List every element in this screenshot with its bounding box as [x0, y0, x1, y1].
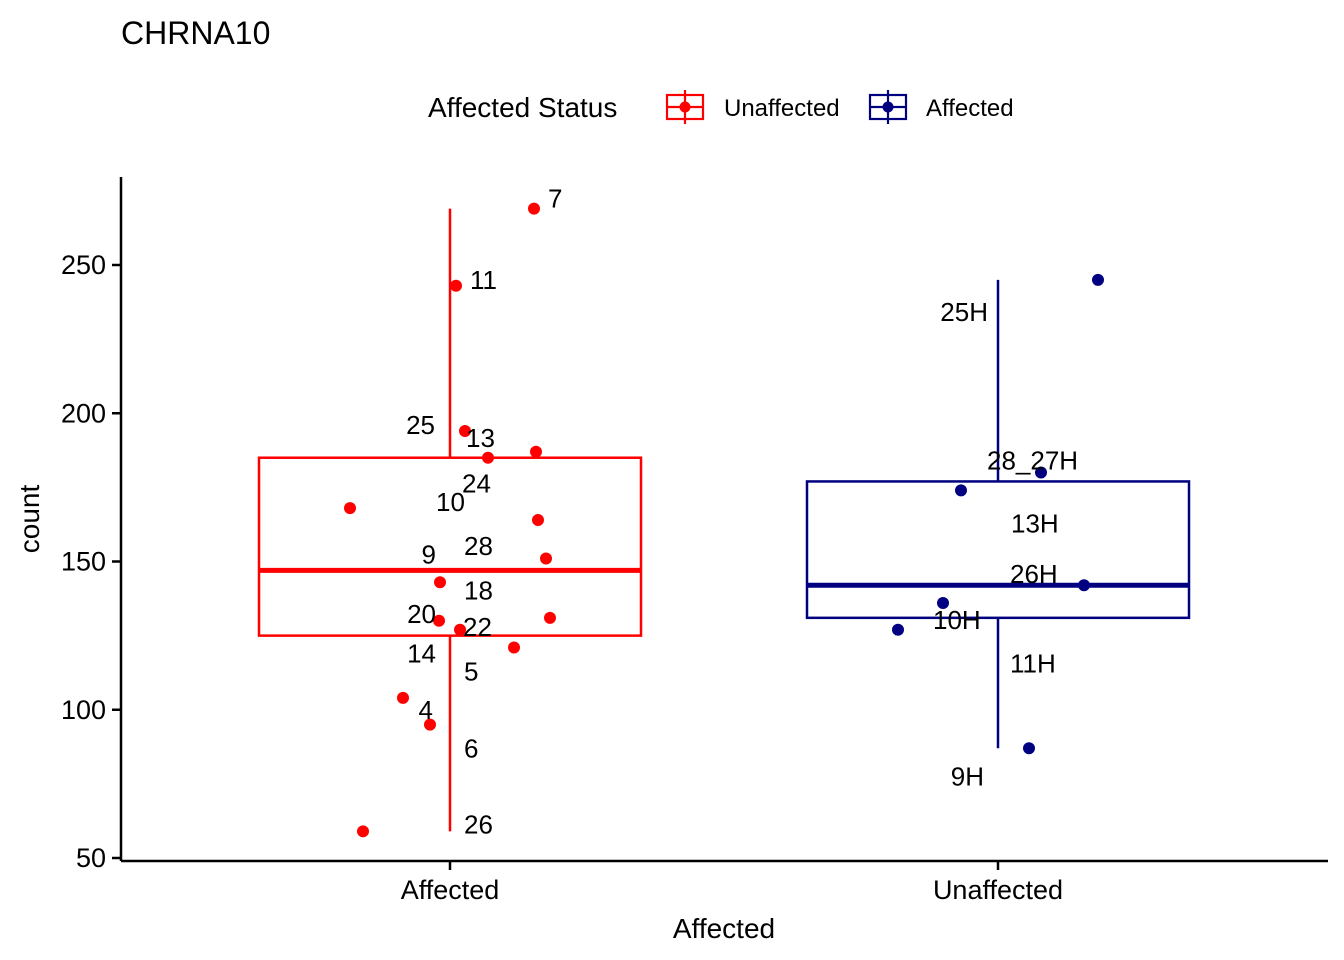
point-13H — [955, 484, 967, 497]
point-10H — [937, 597, 949, 610]
point-label-7: 7 — [548, 184, 562, 214]
point-11 — [450, 279, 462, 292]
point-label-4: 4 — [419, 695, 433, 725]
legend-label-unaffected: Unaffected — [724, 95, 840, 122]
point-25H — [1092, 273, 1104, 286]
chart-title: CHRNA10 — [121, 15, 270, 51]
legend-label-affected: Affected — [926, 95, 1014, 122]
point-label-22: 22 — [463, 612, 492, 642]
point-4 — [397, 691, 409, 704]
iqr-box — [805, 480, 1191, 620]
point-10 — [344, 502, 356, 515]
point-26 — [357, 825, 369, 838]
y-axis-title: count — [14, 485, 45, 554]
point-label-11: 11 — [470, 265, 497, 295]
x-tick-label-affected: Affected — [401, 875, 500, 905]
point-label-20: 20 — [407, 599, 436, 629]
legend-key-affected — [868, 90, 908, 124]
point-24 — [482, 451, 494, 464]
point-9H — [1023, 742, 1035, 755]
point-label-10: 10 — [436, 487, 465, 517]
point-label-5: 5 — [464, 656, 478, 686]
box-affected — [257, 208, 643, 832]
point-9 — [540, 552, 552, 565]
point-label-26: 26 — [464, 809, 493, 839]
point-label-25: 25 — [406, 410, 435, 440]
point-label-25H: 25H — [940, 297, 988, 327]
point-7 — [528, 202, 540, 215]
iqr-box — [257, 456, 643, 637]
box-unaffected — [805, 279, 1191, 749]
point-label-10H: 10H — [933, 605, 981, 635]
point-20 — [544, 611, 556, 624]
point-label-6: 6 — [464, 734, 478, 764]
legend-key-unaffected — [665, 90, 705, 124]
point-label-9H: 9H — [951, 761, 984, 791]
point-label-13: 13 — [466, 423, 495, 453]
point-5 — [508, 641, 520, 654]
x-tick-label-unaffected: Unaffected — [933, 875, 1063, 905]
point-14 — [454, 623, 466, 636]
point-label-11H: 11H — [1010, 649, 1056, 679]
y-tick-label-100: 100 — [61, 695, 106, 725]
point-11H — [892, 623, 904, 636]
point-label-9: 9 — [422, 540, 436, 570]
point-26H — [1078, 579, 1090, 592]
point-label-28_27H: 28_27H — [987, 446, 1078, 476]
point-22 — [433, 614, 445, 627]
point-6 — [424, 718, 436, 731]
point-13 — [530, 445, 542, 458]
legend-title: Affected Status — [428, 92, 617, 123]
point-25 — [459, 425, 471, 438]
point-28_27H — [1035, 466, 1047, 479]
point-label-14: 14 — [407, 639, 436, 669]
axes: 50 100 150 200 250 Affected Unaffected — [61, 177, 1328, 905]
y-tick-label-250: 250 — [61, 250, 106, 280]
y-tick-label-150: 150 — [61, 547, 106, 577]
point-label-13H: 13H — [1011, 508, 1059, 538]
data-points — [344, 202, 1104, 838]
point-label-28: 28 — [464, 531, 493, 561]
point-28 — [532, 513, 544, 526]
boxes — [257, 208, 1191, 832]
point-18 — [434, 576, 446, 589]
point-label-18: 18 — [464, 575, 493, 605]
y-tick-label-200: 200 — [61, 398, 106, 428]
x-axis-title: Affected — [673, 913, 775, 944]
y-tick-label-50: 50 — [76, 843, 106, 873]
legend: Affected Status Unaffected Affected — [428, 90, 1014, 124]
point-label-24: 24 — [462, 469, 491, 499]
point-label-26H: 26H — [1010, 559, 1058, 589]
